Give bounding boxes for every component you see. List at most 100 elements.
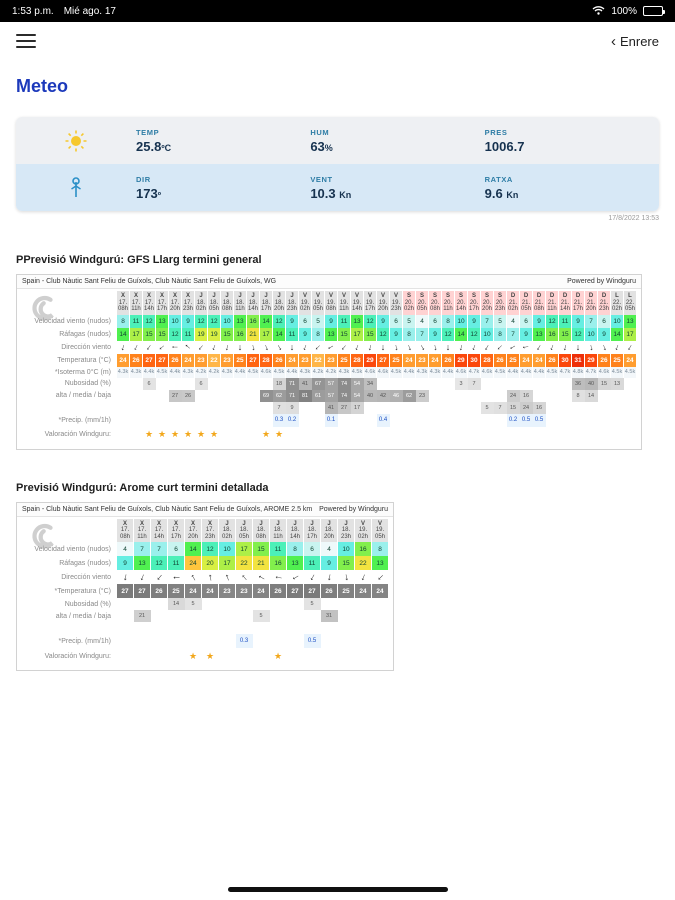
precipitation-cell (351, 414, 364, 427)
isotherm-cell: 4.6k (598, 366, 611, 378)
wind-value: 10.3 (310, 185, 336, 201)
precipitation-row: *Precip. (mm/1h) 0.3 0.5 (19, 634, 389, 648)
cloud-high-cell (520, 378, 533, 390)
cloud-high-row: Nubosidad (%) 14 5 5 (19, 598, 389, 610)
cloud-low-cell (260, 402, 273, 414)
wind-gust-cell: 14 (273, 327, 286, 341)
powered-by[interactable]: Powered by Windguru (567, 278, 636, 285)
rating-cell (533, 427, 546, 443)
temperature-row: Temperatura (°C) 24 26 27 27 26 24 23 22 23 25 27 28… (19, 353, 637, 367)
cloud-low-cell: 5 (481, 401, 494, 414)
cloud-low-cell (134, 622, 151, 634)
cloud-mid-cell (236, 610, 253, 622)
cloud-high-cell (236, 598, 253, 610)
wind-direction-cell: ↓ (390, 340, 403, 354)
wind-gust-cell: 19 (208, 327, 221, 341)
rating-cell (304, 648, 321, 664)
header-cell: X 17. 17h (156, 291, 169, 315)
cloud-high-cell: 15 (598, 377, 611, 390)
cloud-low-cell: 27 (338, 401, 351, 414)
powered-by[interactable]: Powered by Windguru (319, 505, 388, 513)
cloud-high-cell (533, 378, 546, 390)
wind-speed-cell: 7 (481, 314, 494, 328)
cloud-low-cell (312, 402, 325, 414)
header-cell: J 18. 08h (253, 518, 270, 542)
header-cell: V 19. 08h (325, 291, 338, 315)
wind-speed-cell: 4 (321, 542, 338, 556)
table-body: X 17. 08h X 17. 11h X 17. 14h X 17. 17h X 17. 20h X 17. 2… (17, 289, 641, 449)
isotherm-cell: 4.2k (208, 366, 221, 378)
rating-cell (355, 648, 372, 664)
cloud-high-cell: 54 (351, 377, 364, 390)
rating-cell (377, 427, 390, 443)
direction-field: DIR 173º (136, 175, 310, 201)
wind-vane-icon (16, 176, 136, 200)
precipitation-cell (185, 634, 202, 648)
wind-direction-cell: ↓ (130, 340, 143, 354)
wind-speed-cell: 6 (520, 314, 533, 328)
cloud-high-cell: 40 (585, 377, 598, 390)
wind-direction-cell: ↓ (442, 340, 455, 354)
isotherm-cell: 4.4k (234, 366, 247, 378)
temperature-cell: 29 (585, 353, 598, 367)
cloud-high-cell (208, 378, 221, 390)
wind-gust-cell: 11 (304, 556, 321, 570)
header-cell: S 20. 11h (442, 291, 455, 315)
cloud-high-cell: 6 (195, 377, 208, 390)
wind-speed-label: Velocidad viento (nudos) (34, 317, 111, 325)
cloud-mid-cell (481, 390, 494, 402)
temperature-cell: 24 (624, 353, 637, 367)
cloud-low-row (19, 622, 389, 634)
back-button[interactable]: ‹ Enrere (611, 34, 659, 49)
temperature-cell: 23 (299, 353, 312, 367)
cloud-low-cell (130, 402, 143, 414)
windguru-logo-icon (25, 521, 59, 560)
cloud-mid-cell (202, 610, 219, 622)
cloud-high-cells: 6 6 18 71 41 67 57 74 54 34 3 7 36 40 15 13 (117, 377, 637, 390)
menu-icon[interactable] (16, 30, 36, 52)
precipitation-cell (134, 634, 151, 648)
cloud-mid-cell: 16 (520, 389, 533, 402)
cloud-mid-cell (494, 390, 507, 402)
rating-cell: ★ (261, 429, 271, 439)
rating-cell (403, 427, 416, 443)
wind-gust-cell: 12 (151, 556, 168, 570)
pressure-value: 1006.7 (484, 138, 525, 154)
precipitation-cell (168, 634, 185, 648)
wind-gust-row: Ráfagas (nudos) 9 13 12 11 24 20 17 22 21 16 13 11 9 1… (19, 556, 389, 570)
cloud-mid-cell (559, 390, 572, 402)
wind-direction-label: Dirección viento (61, 573, 111, 581)
cloud-low-cell (429, 402, 442, 414)
wind-gust-cell: 9 (598, 327, 611, 341)
rating-cell (117, 648, 134, 664)
wind-direction-cell: ↓ (182, 340, 195, 354)
precipitation-cell: 0.2 (286, 413, 299, 427)
home-indicator[interactable] (227, 887, 448, 892)
isotherm-cell: 4.8k (572, 366, 585, 378)
wind-direction-cell: ↓ (195, 340, 208, 354)
isotherm-cell: 4.7k (585, 366, 598, 378)
header-cell: V 19. 23h (390, 291, 403, 315)
header-cell: J 18. 02h (219, 518, 236, 542)
cloud-mid-cell (151, 610, 168, 622)
cloud-low-cell (156, 402, 169, 414)
wind-direction-row: Dirección viento ↓ ↓ ↓ ↓ ↓ ↓ ↓ ↓ ↓ ↓ ↓ ↓ ↓ ↓ ↓ ↓ (19, 570, 389, 584)
rating-cell: ★ (209, 429, 219, 439)
cloud-low-cell (247, 402, 260, 414)
header-cell: J 18. 11h (234, 291, 247, 315)
wind-speed-cell: 9 (533, 314, 546, 328)
battery-percent: 100% (611, 5, 637, 17)
wind-speed-cells: 8 11 12 13 10 9 12 12 10 13 16 14 12 9 6 5 9 11 13 12 9 6 5 4 6 8… (117, 314, 637, 328)
wind-speed-cell: 16 (355, 542, 372, 556)
wind-speed-cell: 6 (598, 314, 611, 328)
wind-direction-cell: ↓ (481, 340, 494, 354)
wind-speed-cell: 8 (117, 314, 130, 328)
wind-gust-label: Ráfagas (nudos) (59, 330, 111, 338)
temp-unit: ºC (161, 142, 172, 153)
cloud-high-cell (253, 598, 270, 610)
precipitation-cell (416, 414, 429, 427)
rating-cell (351, 427, 364, 443)
header-cell: X 17. 14h (151, 518, 168, 542)
temperature-cell: 24 (355, 584, 372, 598)
direction-unit: º (157, 189, 161, 200)
